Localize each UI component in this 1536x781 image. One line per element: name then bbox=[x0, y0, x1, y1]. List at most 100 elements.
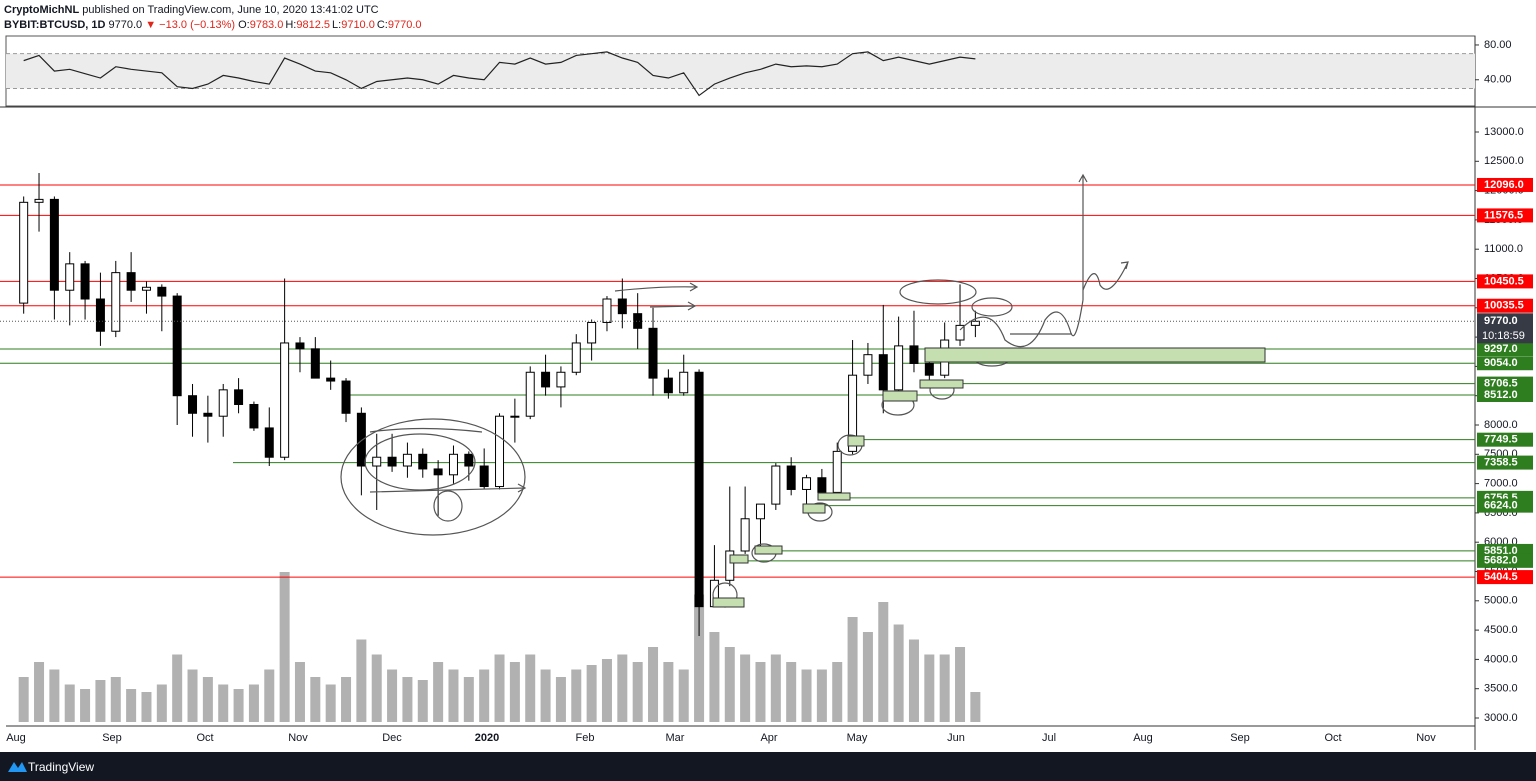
y-tick-label: 8000.0 bbox=[1484, 419, 1518, 431]
logo bbox=[8, 762, 27, 772]
level-label: 7358.5 bbox=[1484, 456, 1518, 468]
volume-bar bbox=[341, 677, 352, 722]
ohlc: O:9783.0 H:9812.5 L:9710.0 C:9770.0 bbox=[238, 19, 423, 31]
candle-body bbox=[679, 371, 689, 394]
candle-body bbox=[556, 371, 566, 388]
volume-bar bbox=[448, 669, 459, 722]
volume-bar bbox=[617, 654, 628, 722]
candle-body bbox=[402, 453, 412, 467]
volume-bar bbox=[724, 647, 735, 722]
candle-body bbox=[310, 348, 320, 379]
volume-bar bbox=[878, 602, 889, 722]
zone bbox=[802, 503, 826, 514]
projection bbox=[959, 173, 1088, 348]
volume-bar bbox=[279, 572, 290, 722]
candle-body bbox=[141, 286, 151, 291]
arrow bbox=[614, 282, 699, 292]
circle bbox=[433, 490, 463, 522]
volume-bar bbox=[586, 665, 597, 722]
volume-bar bbox=[924, 654, 935, 722]
volume-bar bbox=[141, 692, 152, 722]
volume-bar bbox=[601, 659, 612, 722]
level-tag bbox=[1477, 387, 1533, 402]
volume-bar bbox=[816, 669, 827, 722]
rsi-tick-label: 40.00 bbox=[1484, 74, 1512, 86]
volume-bar bbox=[494, 654, 505, 722]
candle-body bbox=[495, 415, 505, 488]
y-tick-label: 3000.0 bbox=[1484, 712, 1518, 724]
zone bbox=[712, 597, 745, 608]
circle bbox=[340, 418, 526, 536]
volume-bar bbox=[325, 684, 336, 722]
candle-body bbox=[924, 362, 934, 376]
ohlc-value: 9710.0 bbox=[341, 19, 375, 31]
zone bbox=[729, 554, 749, 564]
x-tick-label: Nov bbox=[1416, 732, 1436, 744]
volume-bar bbox=[387, 669, 398, 722]
candle-body bbox=[280, 342, 290, 458]
annotations bbox=[340, 173, 1266, 608]
level-label: 8706.5 bbox=[1484, 378, 1518, 390]
y-tick-label: 3500.0 bbox=[1484, 683, 1518, 695]
candle-body bbox=[617, 298, 627, 315]
volume-bar bbox=[417, 680, 428, 722]
candle-body bbox=[878, 354, 888, 391]
level-label: 10035.5 bbox=[1484, 300, 1524, 312]
volume-bar bbox=[525, 654, 536, 722]
x-tick-label: Oct bbox=[196, 732, 213, 744]
volume-bar bbox=[172, 654, 183, 722]
x-tick-label: 2020 bbox=[475, 732, 499, 744]
volume-bar bbox=[632, 662, 643, 722]
volume-bar bbox=[678, 669, 689, 722]
candle-body bbox=[234, 389, 244, 405]
level-label: 12096.0 bbox=[1484, 179, 1524, 191]
volume-bar bbox=[402, 677, 413, 722]
volume-bar bbox=[893, 624, 904, 722]
volume-bar bbox=[509, 662, 520, 722]
header: CryptoMichNL published on TradingView.co… bbox=[4, 3, 424, 33]
y-tick-label: 11000.0 bbox=[1484, 243, 1523, 255]
circle bbox=[899, 279, 977, 305]
volume-bar bbox=[18, 677, 29, 722]
volume-bar bbox=[218, 684, 229, 722]
x-tick-label: May bbox=[847, 732, 868, 744]
volume-bar bbox=[770, 654, 781, 722]
brand: TradingView bbox=[28, 760, 95, 774]
volume-bar bbox=[801, 669, 812, 722]
volume-bar bbox=[126, 689, 137, 722]
rsi-band bbox=[6, 53, 1475, 89]
y-tick-label: 7000.0 bbox=[1484, 478, 1518, 490]
zone bbox=[847, 435, 865, 447]
candle-body bbox=[188, 395, 198, 414]
level-label: 7749.5 bbox=[1484, 434, 1518, 446]
volume-bar bbox=[648, 647, 659, 722]
candle-body bbox=[955, 324, 965, 341]
volume-bar bbox=[294, 662, 305, 722]
candle-body bbox=[448, 453, 458, 476]
volume-bar bbox=[264, 669, 275, 722]
volume-bar bbox=[908, 639, 919, 722]
volume-bar bbox=[248, 684, 259, 722]
candle-body bbox=[418, 453, 428, 470]
candle-body bbox=[587, 321, 597, 344]
level-label: 9297.0 bbox=[1484, 343, 1518, 355]
candle-body bbox=[755, 503, 765, 520]
candle-body bbox=[648, 327, 658, 379]
x-tick-label: Jul bbox=[1042, 732, 1056, 744]
candle-body bbox=[663, 377, 673, 394]
candle-body bbox=[157, 286, 167, 297]
candle-body bbox=[802, 477, 812, 490]
level-tag bbox=[1477, 356, 1533, 371]
circle bbox=[364, 433, 476, 491]
level-tag bbox=[1477, 274, 1533, 289]
x-tick-label: Sep bbox=[1230, 732, 1250, 744]
candle-body bbox=[387, 456, 397, 467]
candle-body bbox=[126, 272, 136, 291]
last-price-label: 9770.0 bbox=[1484, 315, 1518, 327]
candle-body bbox=[111, 272, 121, 332]
level-tag bbox=[1477, 208, 1533, 223]
level-label: 10450.5 bbox=[1484, 275, 1524, 287]
candle-body bbox=[65, 263, 75, 291]
level-tag bbox=[1477, 570, 1533, 585]
